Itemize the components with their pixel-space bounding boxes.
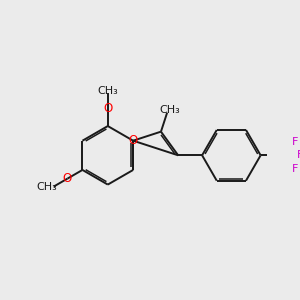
Text: CH₃: CH₃ [159, 105, 180, 115]
Text: CH₃: CH₃ [98, 86, 118, 97]
Text: F: F [292, 164, 298, 174]
Text: O: O [103, 102, 112, 115]
Text: F: F [292, 137, 298, 147]
Text: O: O [63, 172, 72, 185]
Text: O: O [128, 134, 138, 147]
Text: F: F [297, 150, 300, 160]
Text: CH₃: CH₃ [36, 182, 57, 192]
